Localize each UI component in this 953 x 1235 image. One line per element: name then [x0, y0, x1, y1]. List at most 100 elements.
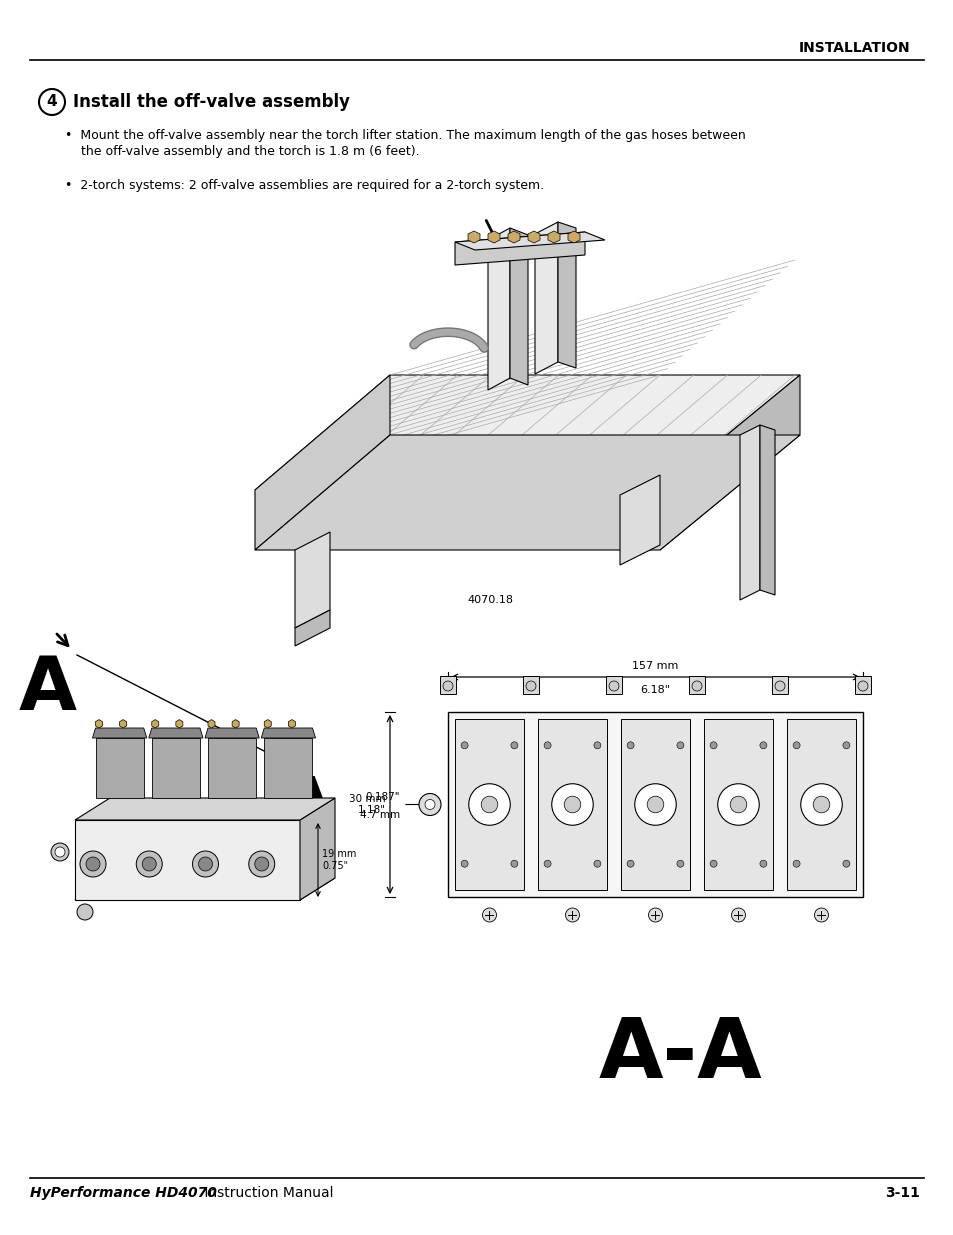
Circle shape [480, 797, 497, 813]
Circle shape [677, 742, 683, 748]
Polygon shape [535, 222, 558, 374]
Polygon shape [294, 532, 330, 629]
Circle shape [254, 857, 269, 871]
Polygon shape [294, 610, 330, 646]
Polygon shape [659, 375, 800, 550]
Circle shape [193, 851, 218, 877]
Circle shape [691, 680, 701, 692]
Bar [688, 676, 704, 694]
Circle shape [646, 797, 663, 813]
Text: INSTALLATION: INSTALLATION [798, 41, 909, 56]
Bar [537, 719, 607, 890]
Polygon shape [149, 727, 203, 739]
Polygon shape [208, 739, 256, 798]
Polygon shape [740, 425, 760, 600]
Circle shape [731, 908, 744, 923]
Bar [522, 676, 538, 694]
Text: 6.18": 6.18" [639, 685, 670, 695]
Bar [439, 676, 456, 694]
Circle shape [814, 908, 827, 923]
Circle shape [626, 861, 634, 867]
Bar [786, 719, 856, 890]
Circle shape [709, 742, 717, 748]
Bar [771, 676, 787, 694]
Text: •  2-torch systems: 2 off-valve assemblies are required for a 2-torch system.: • 2-torch systems: 2 off-valve assemblie… [65, 179, 543, 191]
Polygon shape [205, 727, 259, 739]
Polygon shape [175, 720, 183, 727]
Polygon shape [232, 720, 239, 727]
Polygon shape [75, 878, 335, 900]
Polygon shape [288, 720, 295, 727]
Bar [448, 713, 862, 897]
Polygon shape [95, 739, 144, 798]
Bar [703, 719, 773, 890]
Circle shape [648, 908, 661, 923]
Circle shape [468, 784, 510, 825]
Circle shape [792, 742, 800, 748]
Circle shape [442, 680, 453, 692]
Circle shape [774, 680, 784, 692]
Circle shape [511, 861, 517, 867]
Circle shape [565, 908, 578, 923]
Polygon shape [488, 231, 499, 243]
Circle shape [551, 784, 593, 825]
Circle shape [511, 742, 517, 748]
Text: 4070.18: 4070.18 [467, 595, 513, 605]
Polygon shape [264, 739, 313, 798]
Polygon shape [75, 798, 335, 820]
Polygon shape [264, 720, 271, 727]
Circle shape [80, 851, 106, 877]
Polygon shape [92, 727, 147, 739]
Circle shape [857, 680, 867, 692]
Circle shape [842, 742, 849, 748]
Circle shape [729, 797, 746, 813]
Circle shape [460, 742, 468, 748]
Text: 0.187": 0.187" [365, 793, 399, 803]
Polygon shape [760, 425, 774, 595]
Circle shape [608, 680, 618, 692]
Text: 30 mm
1.18": 30 mm 1.18" [349, 794, 386, 815]
Text: HyPerformance HD4070: HyPerformance HD4070 [30, 1186, 216, 1200]
Circle shape [760, 742, 766, 748]
Text: 3-11: 3-11 [884, 1186, 919, 1200]
Circle shape [717, 784, 759, 825]
Circle shape [563, 797, 580, 813]
Circle shape [792, 861, 800, 867]
Polygon shape [455, 232, 584, 266]
Bar [620, 719, 690, 890]
Polygon shape [619, 475, 659, 564]
Polygon shape [254, 435, 800, 550]
Circle shape [424, 799, 435, 809]
Circle shape [594, 861, 600, 867]
Text: A-A: A-A [598, 1014, 761, 1095]
Text: 4: 4 [47, 95, 57, 110]
Circle shape [460, 861, 468, 867]
Circle shape [142, 857, 156, 871]
Polygon shape [208, 720, 214, 727]
Polygon shape [510, 228, 527, 385]
Circle shape [418, 794, 440, 815]
Polygon shape [119, 720, 127, 727]
Text: A: A [19, 653, 77, 726]
Text: A: A [286, 773, 329, 827]
Polygon shape [527, 231, 539, 243]
Polygon shape [75, 820, 299, 900]
Circle shape [482, 908, 496, 923]
Polygon shape [507, 231, 519, 243]
Polygon shape [567, 231, 579, 243]
Polygon shape [299, 798, 335, 900]
Circle shape [634, 784, 676, 825]
Text: the off-valve assembly and the torch is 1.8 m (6 feet).: the off-valve assembly and the torch is … [65, 146, 419, 158]
Polygon shape [254, 375, 800, 490]
Text: Instruction Manual: Instruction Manual [200, 1186, 334, 1200]
Circle shape [800, 784, 841, 825]
Bar [455, 719, 524, 890]
Bar [854, 676, 870, 694]
Text: 19 mm
0.75": 19 mm 0.75" [322, 850, 356, 871]
Polygon shape [558, 222, 576, 368]
Circle shape [198, 857, 213, 871]
Polygon shape [468, 231, 479, 243]
Polygon shape [261, 727, 315, 739]
Polygon shape [152, 720, 158, 727]
Circle shape [77, 904, 92, 920]
